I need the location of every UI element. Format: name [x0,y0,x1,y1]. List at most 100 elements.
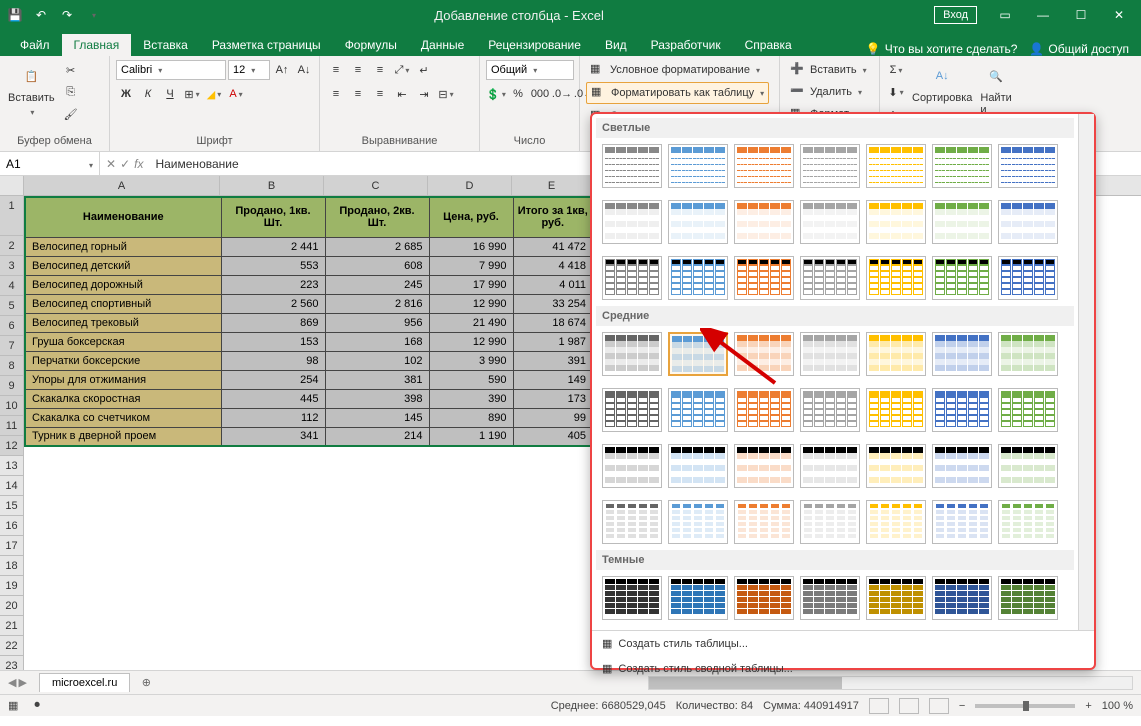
table-cell[interactable]: 553 [221,256,325,275]
table-cell[interactable]: 341 [221,427,325,446]
row-header[interactable]: 4 [0,276,24,296]
table-style-swatch[interactable] [800,576,860,620]
table-cell[interactable]: 445 [221,389,325,408]
row-header[interactable]: 19 [0,576,24,596]
tab-formulas[interactable]: Формулы [333,34,409,56]
table-cell[interactable]: 17 990 [429,275,513,294]
increase-indent-icon[interactable]: ⇥ [414,84,434,104]
bold-button[interactable]: Ж [116,84,136,104]
table-style-swatch[interactable] [668,388,728,432]
row-header[interactable]: 13 [0,456,24,476]
table-style-swatch[interactable] [734,200,794,244]
tab-file[interactable]: Файл [8,34,62,56]
data-table[interactable]: НаименованиеПродано, 1кв. Шт.Продано, 2к… [24,196,594,447]
increase-font-icon[interactable]: A↑ [272,60,292,80]
row-header[interactable]: 2 [0,236,24,256]
normal-view-icon[interactable] [869,698,889,714]
table-cell[interactable]: 112 [221,408,325,427]
tab-home[interactable]: Главная [62,34,132,56]
row-header[interactable]: 9 [0,376,24,396]
new-pivot-style-button[interactable]: ▦Создать стиль сводной таблицы... [592,656,1094,681]
table-style-swatch[interactable] [932,200,992,244]
table-cell[interactable]: Перчатки боксерские [25,351,221,370]
row-header[interactable]: 14 [0,476,24,496]
decrease-font-icon[interactable]: A↓ [294,60,314,80]
cut-icon[interactable]: ✂ [61,60,81,80]
tab-layout[interactable]: Разметка страницы [200,34,333,56]
row-header[interactable]: 15 [0,496,24,516]
italic-button[interactable]: К [138,84,158,104]
tab-view[interactable]: Вид [593,34,639,56]
table-cell[interactable]: 381 [325,370,429,389]
table-style-swatch[interactable] [734,144,794,188]
table-style-swatch[interactable] [602,388,662,432]
table-cell[interactable]: 890 [429,408,513,427]
table-style-swatch[interactable] [800,444,860,488]
select-all-triangle[interactable] [0,176,24,195]
table-style-swatch[interactable] [668,500,728,544]
table-cell[interactable]: 391 [513,351,593,370]
table-header-cell[interactable]: Продано, 1кв. Шт. [221,197,325,237]
save-icon[interactable]: 💾 [4,4,26,26]
table-cell[interactable]: Велосипед спортивный [25,294,221,313]
column-header[interactable]: B [220,176,324,195]
table-cell[interactable]: Велосипед детский [25,256,221,275]
table-row[interactable]: Груша боксерская15316812 9901 987 [25,332,593,351]
table-cell[interactable]: Упоры для отжимания [25,370,221,389]
table-cell[interactable]: 1 190 [429,427,513,446]
font-size-combo[interactable]: 12 [228,60,270,80]
table-cell[interactable]: 98 [221,351,325,370]
tab-developer[interactable]: Разработчик [639,34,733,56]
table-cell[interactable]: 16 990 [429,237,513,256]
table-style-swatch[interactable] [668,332,728,376]
table-cell[interactable]: 12 990 [429,294,513,313]
row-header[interactable]: 22 [0,636,24,656]
table-cell[interactable]: 1 987 [513,332,593,351]
table-style-swatch[interactable] [998,500,1058,544]
table-cell[interactable]: 7 990 [429,256,513,275]
table-cell[interactable]: 173 [513,389,593,408]
row-header[interactable]: 5 [0,296,24,316]
table-style-swatch[interactable] [998,444,1058,488]
share-button[interactable]: 👤Общий доступ [1029,42,1129,56]
table-row[interactable]: Велосипед спортивный2 5602 81612 99033 2… [25,294,593,313]
table-cell[interactable]: 41 472 [513,237,593,256]
table-cell[interactable]: 168 [325,332,429,351]
format-painter-icon[interactable]: 🖌 [61,104,81,124]
font-color-button[interactable]: A [226,84,246,104]
zoom-out-icon[interactable]: − [959,700,965,712]
macro-record-icon[interactable]: ⏺ [34,699,40,712]
merge-icon[interactable]: ⊟ [436,84,456,104]
table-style-swatch[interactable] [932,444,992,488]
enter-formula-icon[interactable]: ✓ [120,157,130,171]
table-style-swatch[interactable] [800,200,860,244]
gallery-scrollbar[interactable] [1078,114,1094,630]
table-cell[interactable]: 102 [325,351,429,370]
row-header[interactable]: 23 [0,656,24,670]
table-style-swatch[interactable] [602,256,662,300]
align-middle-icon[interactable]: ≡ [348,60,368,80]
name-box[interactable]: A1 [0,152,100,175]
table-cell[interactable]: 33 254 [513,294,593,313]
maximize-icon[interactable]: ☐ [1063,0,1099,30]
table-cell[interactable]: 21 490 [429,313,513,332]
ribbon-options-icon[interactable]: ▭ [987,0,1023,30]
table-header-cell[interactable]: Продано, 2кв. Шт. [325,197,429,237]
table-cell[interactable]: 956 [325,313,429,332]
table-style-swatch[interactable] [932,144,992,188]
row-header[interactable]: 6 [0,316,24,336]
row-header[interactable]: 21 [0,616,24,636]
table-cell[interactable]: 254 [221,370,325,389]
decrease-indent-icon[interactable]: ⇤ [392,84,412,104]
zoom-in-icon[interactable]: + [1085,700,1091,712]
table-cell[interactable]: 869 [221,313,325,332]
table-cell[interactable]: 2 816 [325,294,429,313]
number-format-combo[interactable]: Общий [486,60,574,80]
table-cell[interactable]: Груша боксерская [25,332,221,351]
table-style-swatch[interactable] [602,332,662,376]
undo-icon[interactable]: ↶ [30,4,52,26]
find-select-button[interactable]: 🔍Найти и [978,60,1014,118]
table-style-swatch[interactable] [866,576,926,620]
conditional-formatting-button[interactable]: ▦Условное форматирование [586,60,764,80]
table-cell[interactable]: 214 [325,427,429,446]
